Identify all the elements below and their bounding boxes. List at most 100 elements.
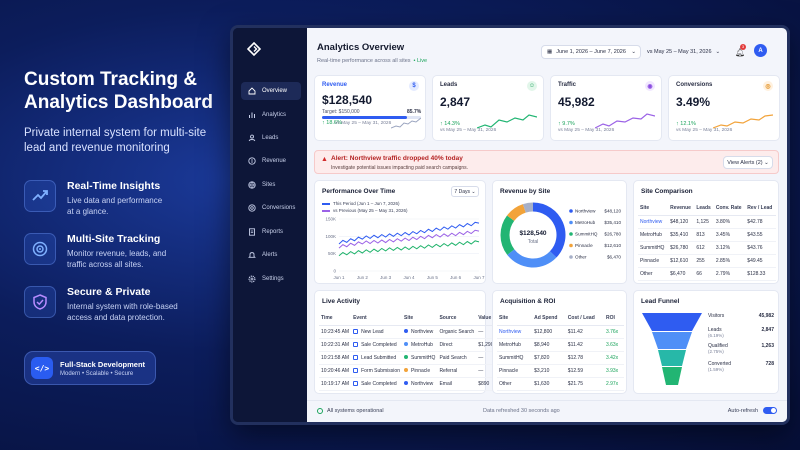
alert-icon: ▲ xyxy=(321,156,328,163)
nav-conversions[interactable]: Conversions xyxy=(241,199,301,217)
table-row[interactable]: Pinnacle $3,210 $12.59 3.93x xyxy=(497,364,624,378)
table-cell: — xyxy=(476,325,496,339)
site-dot xyxy=(403,355,408,360)
kpi-leads[interactable]: Leads ☺︎ 2,847 ↑ 14.3% vs May 25 – May 3… xyxy=(432,75,544,141)
table-row[interactable]: 10:20:46 AM Form Submission Pinnacle Referr… xyxy=(319,364,496,378)
table-row[interactable]: 10:21:58 AM Lead Submitted SummitHQ Paid Se… xyxy=(319,351,496,365)
pie-slice-metrohub xyxy=(507,249,557,268)
funnel-stage-label: Visitors 45,982 xyxy=(708,313,774,319)
series-line-0 xyxy=(338,221,480,245)
target-progress-bar xyxy=(322,116,421,119)
view-alerts-button[interactable]: View Alerts (2) ⌄ xyxy=(723,156,773,169)
column-header: Time xyxy=(319,312,352,326)
table-cell: Pinnacle xyxy=(401,364,438,378)
table-cell: $1,290 xyxy=(476,338,496,352)
table-row[interactable]: 10:19:17 AM Sale Completed Northview Email $… xyxy=(319,377,496,391)
table-row[interactable]: Northview $48,120 1,125 3.80% $42.78 xyxy=(638,215,776,229)
x-tick-label: Jun 4 xyxy=(403,275,415,280)
home-icon xyxy=(247,87,256,96)
column-header: Source xyxy=(437,312,477,326)
gear-icon xyxy=(247,275,256,284)
table-cell: Pinnacle xyxy=(497,364,533,378)
table-cell: $42.78 xyxy=(745,215,776,229)
nav-leads[interactable]: Leads xyxy=(241,129,301,147)
site-dot xyxy=(403,381,408,386)
table-cell: Email xyxy=(437,377,477,391)
app-logo-icon xyxy=(247,42,261,56)
nav-overview[interactable]: Overview xyxy=(241,82,301,100)
kpi-traffic[interactable]: Traffic ◉ 45,982 ↑ 9.7% vs May 25 – May … xyxy=(550,75,662,141)
table-cell: 10:20:46 AM xyxy=(319,364,352,378)
target-icon: ◎ xyxy=(763,81,773,91)
dashboard-window: Overview Analytics Leads Revenue Sites C… xyxy=(230,25,790,425)
funnel-stage-converted xyxy=(662,367,682,385)
table-row[interactable]: 10:22:31 AM Sale Completed MetroHub Direct $… xyxy=(319,338,496,352)
trend-up-icon xyxy=(24,180,56,212)
kpi-conversions[interactable]: Conversions ◎ 3.49% ↑ 12.1% vs May 25 – … xyxy=(668,75,780,141)
table-cell: — xyxy=(476,351,496,365)
date-range-picker[interactable]: ▦ June 1, 2026 – June 7, 2026 ⌄ xyxy=(541,45,641,59)
globe-icon xyxy=(247,181,256,190)
table-row[interactable]: SummitHQ $7,820 $12.78 3.42x xyxy=(497,351,624,365)
avatar[interactable]: A xyxy=(754,44,767,57)
calendar-icon: ▦ xyxy=(547,49,553,55)
series-line-2 xyxy=(338,240,480,257)
table-row[interactable]: MetroHub $8,940 $11.42 3.63x xyxy=(497,338,624,352)
donut-center-value: $128,540 xyxy=(519,230,547,237)
notifications-icon[interactable]: 🔔︎ xyxy=(735,48,746,57)
table-row[interactable]: SummitHQ $26,780 612 3.12% $43.76 xyxy=(638,241,776,255)
nav-settings[interactable]: Settings xyxy=(241,270,301,288)
column-header: Conv. Rate xyxy=(713,202,746,216)
table-cell: 3.63x xyxy=(603,338,624,352)
column-header: Site xyxy=(401,312,438,326)
table-cell: $12,800 xyxy=(532,325,566,339)
revenue-donut-chart: Northview $48,120 MetroHub $35,410 SummitHQ $… xyxy=(500,202,621,268)
nav-alerts[interactable]: Alerts xyxy=(241,246,301,264)
x-tick-label: Jun 5 xyxy=(427,275,439,280)
hero: Custom Tracking & Analytics Dashboard Pr… xyxy=(24,68,224,156)
nav-reports[interactable]: Reports xyxy=(241,223,301,241)
nav-sites[interactable]: Sites xyxy=(241,176,301,194)
lead-funnel-card: Lead Funnel Visitors 45,982 Leads 2,847 (6.1… xyxy=(633,290,779,394)
auto-refresh-toggle[interactable] xyxy=(763,407,777,414)
column-header: Site xyxy=(497,312,533,326)
feature-secure: Secure & Private Internal system with ro… xyxy=(24,286,224,323)
series-line-1 xyxy=(338,229,480,249)
feature-title: Multi-Site Tracking xyxy=(67,233,161,245)
nav-revenue[interactable]: Revenue xyxy=(241,152,301,170)
nav-analytics[interactable]: Analytics xyxy=(241,106,301,124)
table-cell: $11.42 xyxy=(565,338,604,352)
legend-value: $48,120 xyxy=(604,209,621,214)
table-row[interactable]: Northview $12,800 $11.42 3.76x xyxy=(497,325,624,339)
sidebar: Overview Analytics Leads Revenue Sites C… xyxy=(233,28,307,422)
bar-chart-icon xyxy=(247,111,256,120)
conversions-sparkline xyxy=(713,114,773,129)
period-dropdown[interactable]: 7 Days ⌄ xyxy=(451,186,479,197)
table-row[interactable]: Other $1,630 $21.75 2.97x xyxy=(497,377,624,391)
feature-desc: Live data and performance at a glance. xyxy=(67,196,163,216)
table-cell: $43.55 xyxy=(745,228,776,242)
code-icon: </> xyxy=(31,357,53,379)
legend-dot xyxy=(569,255,573,259)
kpi-revenue[interactable]: Revenue $ $128,540 Target: $150,000 85.7… xyxy=(314,75,426,141)
table-row[interactable]: Other $6,470 66 2.79% $128.33 xyxy=(638,267,776,281)
status-check-icon xyxy=(317,408,323,414)
notifications-badge: 3 xyxy=(740,44,746,50)
table-cell: 10:19:17 AM xyxy=(319,377,352,391)
auto-refresh: Auto-refresh xyxy=(728,407,777,414)
table-cell: Northview xyxy=(497,325,533,339)
pie-slice-summithq xyxy=(500,215,515,255)
table-row[interactable]: 10:23:45 AM New Lead Northview Organic Sear… xyxy=(319,325,496,339)
target-icon xyxy=(247,204,256,213)
table-cell: Paid Search xyxy=(437,351,477,365)
table-row[interactable]: Pinnacle $12,610 255 2.85% $49.45 xyxy=(638,254,776,268)
event-icon xyxy=(353,354,359,360)
table-cell: MetroHub xyxy=(497,338,533,352)
x-tick-label: Jun 2 xyxy=(357,275,369,280)
status-footer: All systems operational Data refreshed 3… xyxy=(307,400,787,422)
site-dot xyxy=(403,368,408,373)
table-row[interactable]: MetroHub $35,410 813 3.45% $43.55 xyxy=(638,228,776,242)
table-cell: $128.33 xyxy=(745,267,776,281)
table-cell: Direct xyxy=(437,338,477,352)
compare-range-picker[interactable]: vs May 25 – May 31, 2026 ⌄ xyxy=(647,49,721,55)
